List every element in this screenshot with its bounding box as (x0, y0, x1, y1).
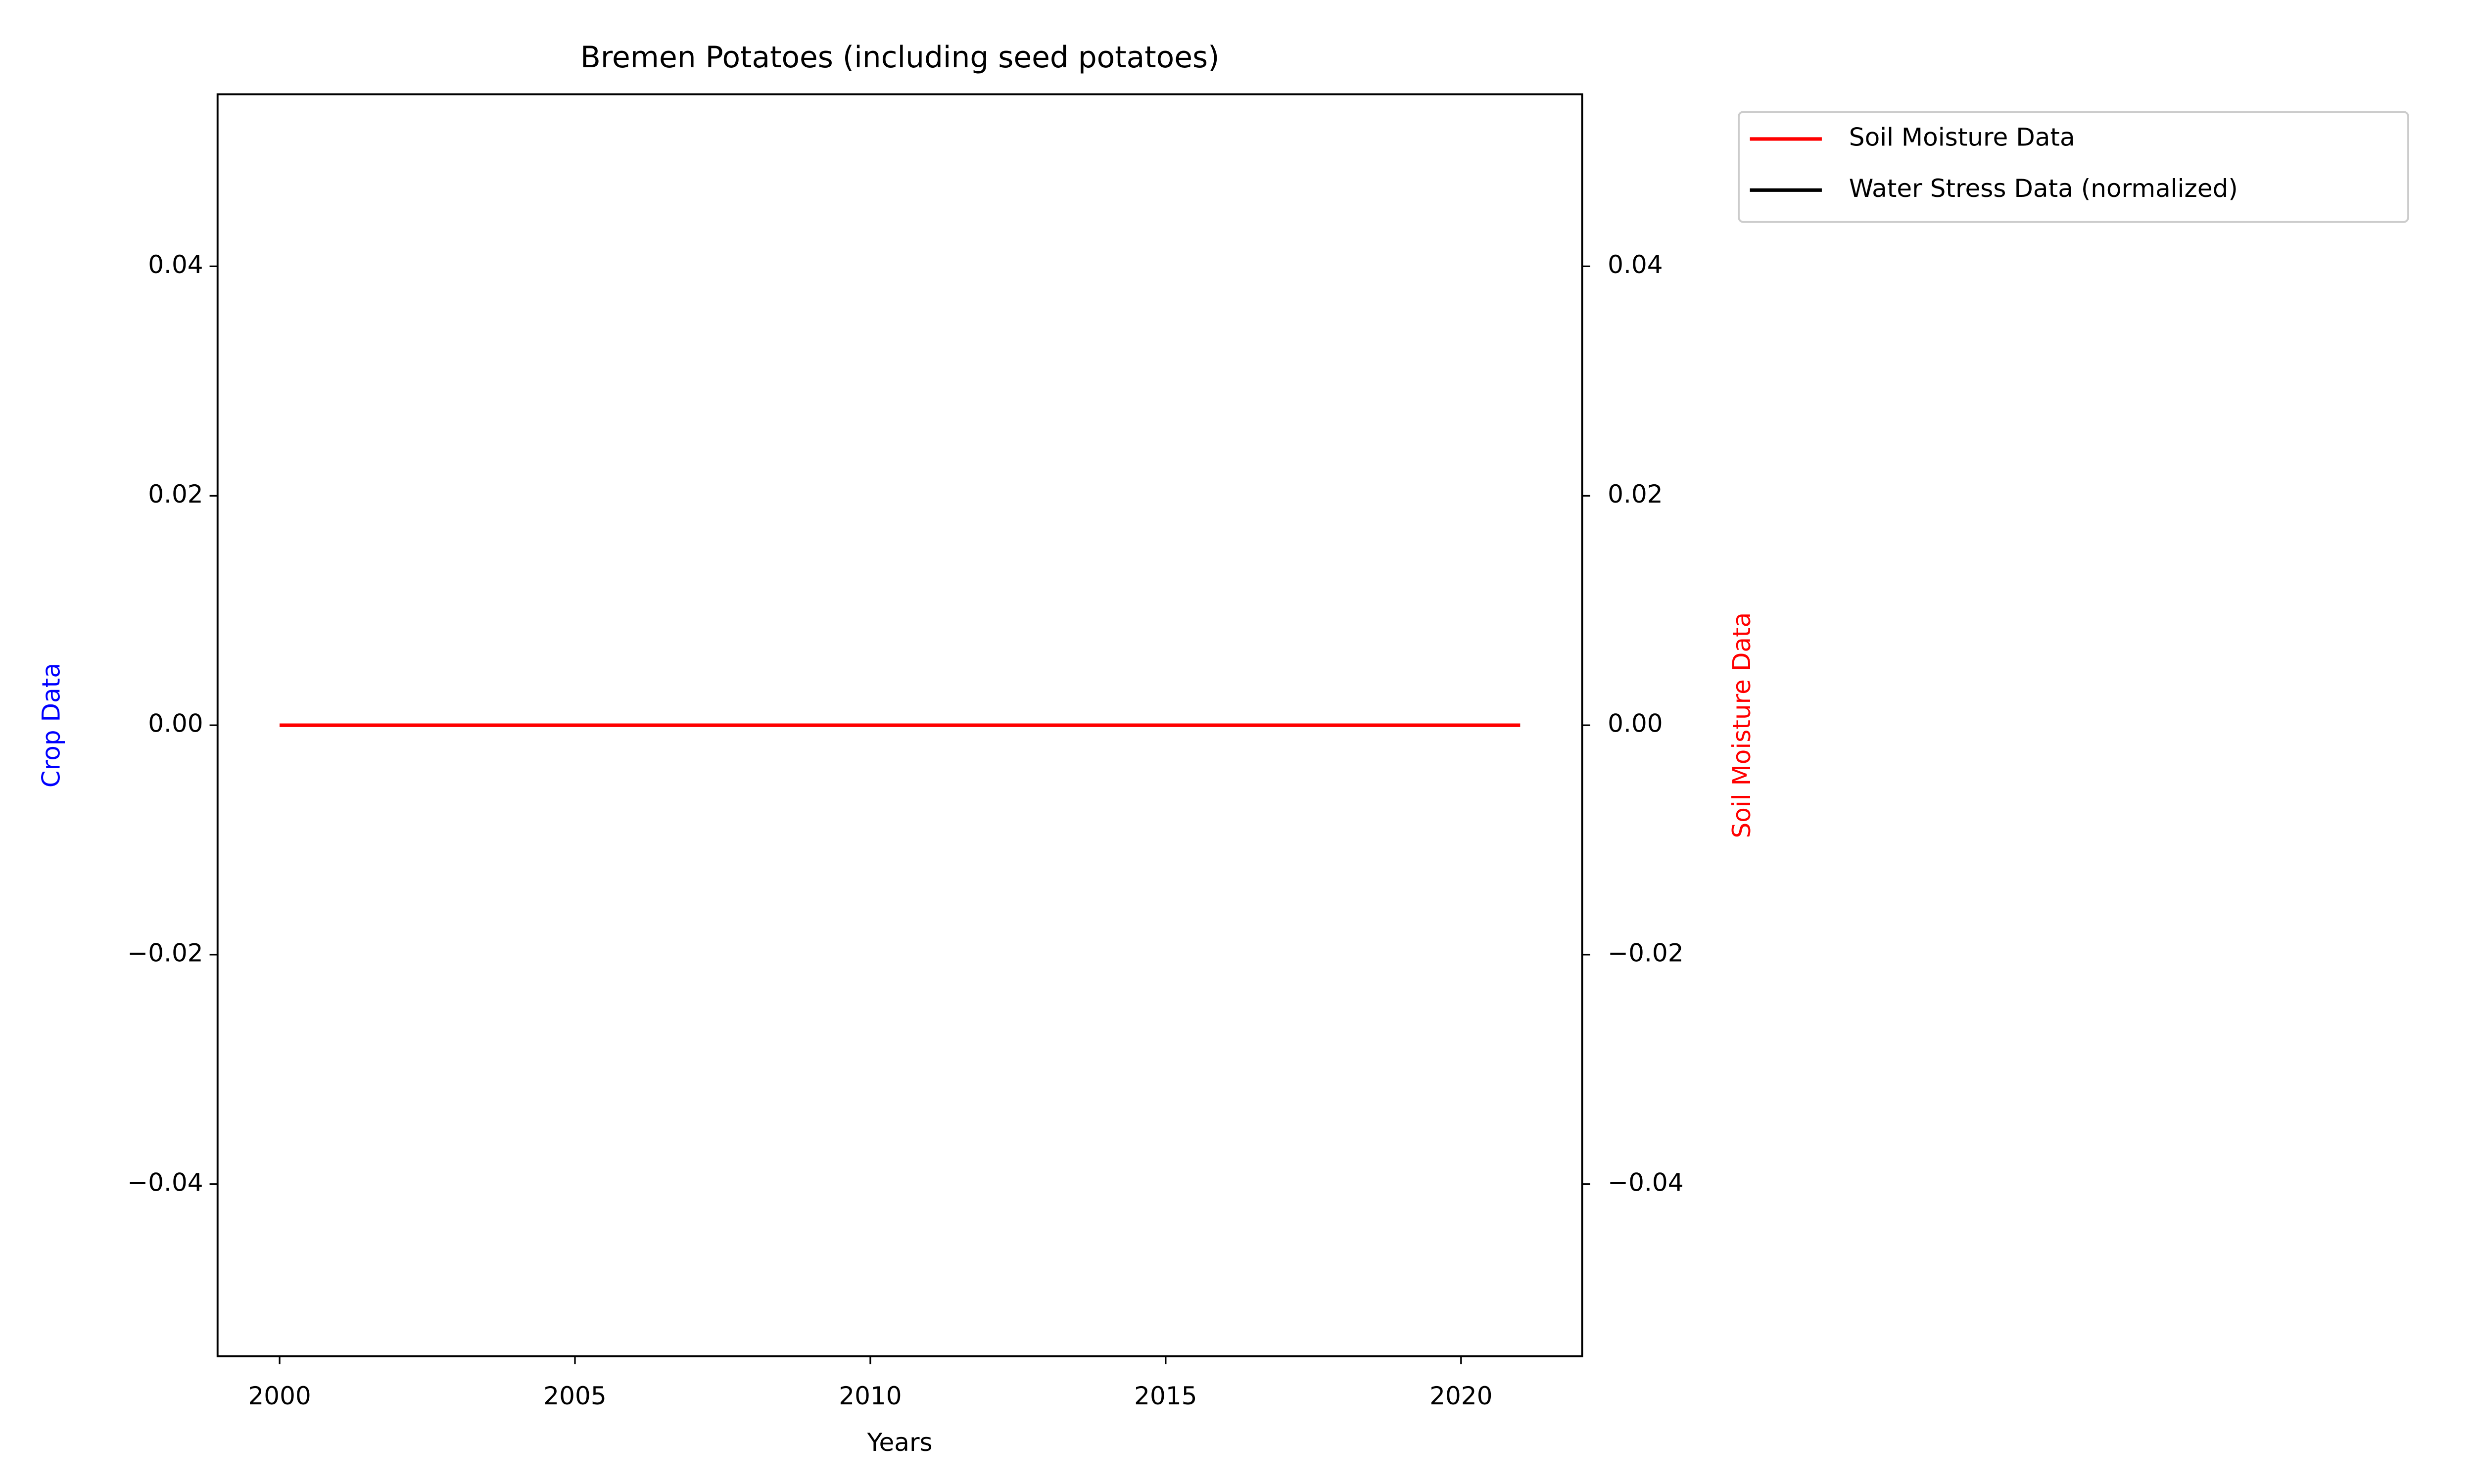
x-tick-label: 2020 (1429, 1382, 1492, 1410)
y-axis-label: Crop Data (37, 663, 66, 788)
x-tick-label: 2005 (543, 1382, 606, 1410)
y-tick-label: −0.02 (127, 938, 203, 967)
y-tick-label: 0.00 (148, 709, 203, 738)
x-axis-label: Years (867, 1428, 933, 1457)
legend-label: Water Stress Data (normalized) (1849, 174, 2238, 203)
x-tick-label: 2010 (839, 1382, 902, 1410)
y-tick-label: 0.02 (148, 480, 203, 509)
y2-tick-label: 0.00 (1608, 709, 1663, 738)
legend-label: Soil Moisture Data (1849, 123, 2075, 151)
y2-tick-label: −0.04 (1608, 1168, 1683, 1197)
y-tick-label: 0.04 (148, 250, 203, 279)
x-tick-label: 2000 (248, 1382, 311, 1410)
y2-tick-label: 0.02 (1608, 480, 1663, 509)
y-tick-label: −0.04 (127, 1168, 203, 1197)
y2-tick-label: −0.02 (1608, 938, 1683, 967)
plot-frame (216, 93, 1583, 1357)
y2-axis-label: Soil Moisture Data (1727, 612, 1756, 838)
x-tick-label: 2015 (1134, 1382, 1197, 1410)
chart-title: Bremen Potatoes (including seed potatoes… (580, 41, 1220, 75)
y2-tick-label: 0.04 (1608, 250, 1663, 279)
legend-box (1738, 111, 2409, 223)
